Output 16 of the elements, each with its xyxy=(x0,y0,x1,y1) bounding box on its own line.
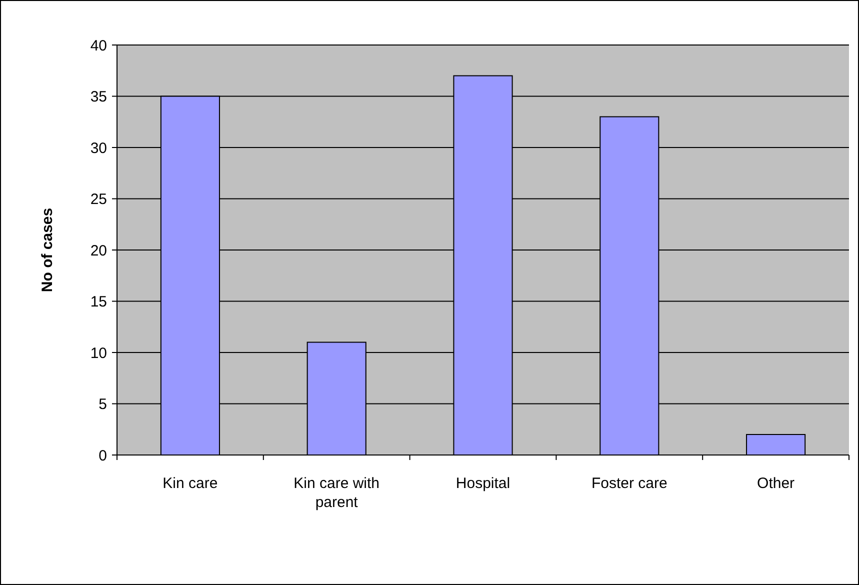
y-tick-label: 0 xyxy=(98,447,107,464)
y-tick-label: 10 xyxy=(90,344,107,362)
y-tick-label: 40 xyxy=(90,37,107,54)
y-tick-label: 30 xyxy=(90,140,107,157)
y-tick-label: 25 xyxy=(90,191,107,208)
y-tick-label: 15 xyxy=(90,294,107,310)
y-axis-title: No of cases xyxy=(39,208,56,292)
x-tick-label: Foster care xyxy=(591,475,668,492)
bar xyxy=(746,434,806,456)
x-tick-label: Other xyxy=(757,475,795,492)
x-tick-label: Kin care with parent xyxy=(294,475,380,511)
y-tick-label: 35 xyxy=(90,88,107,106)
y-tick-label: 5 xyxy=(98,396,107,413)
x-tick-label: Hospital xyxy=(456,475,510,492)
x-tick-label: Kin care xyxy=(162,475,218,492)
y-tick-label: 20 xyxy=(90,242,107,260)
